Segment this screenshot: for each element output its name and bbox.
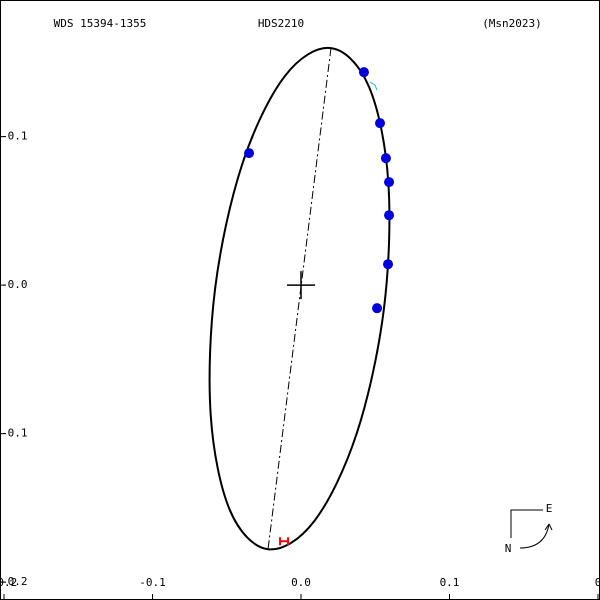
- measure-point: [375, 118, 386, 129]
- measure-point: [372, 303, 383, 314]
- periastron-mark: [279, 537, 290, 546]
- y-tick-label: -0.1: [1, 427, 28, 440]
- y-tick-label: -0.2: [1, 575, 28, 588]
- orbit-ellipse: [208, 47, 391, 551]
- y-tick-label: -0.1: [1, 130, 28, 143]
- chart-title: WDS 15394-1355: [54, 17, 147, 30]
- residual-mark: [369, 81, 378, 91]
- reference: (Msn2023): [482, 17, 542, 30]
- x-tick-label: -0.1: [139, 576, 166, 589]
- measure-point: [244, 148, 255, 159]
- x-tick-label: -0.2: [0, 576, 17, 589]
- line-of-apsides: [267, 48, 332, 550]
- measure-point: [384, 210, 395, 221]
- measure-point: [383, 259, 394, 270]
- measure-point: [358, 67, 369, 78]
- compass-north: N: [505, 542, 512, 555]
- x-tick-label: 0.1: [440, 576, 460, 589]
- primary-star: [287, 271, 315, 300]
- measure-point: [380, 153, 391, 164]
- compass-east: E: [546, 502, 553, 515]
- measure-point: [384, 177, 395, 188]
- y-tick-label: -0.0: [1, 278, 28, 291]
- compass: E N: [505, 502, 553, 555]
- chart-subtitle: HDS2210: [258, 17, 304, 30]
- x-tick-label: 0: [595, 576, 600, 589]
- x-tick-label: 0.0: [291, 576, 311, 589]
